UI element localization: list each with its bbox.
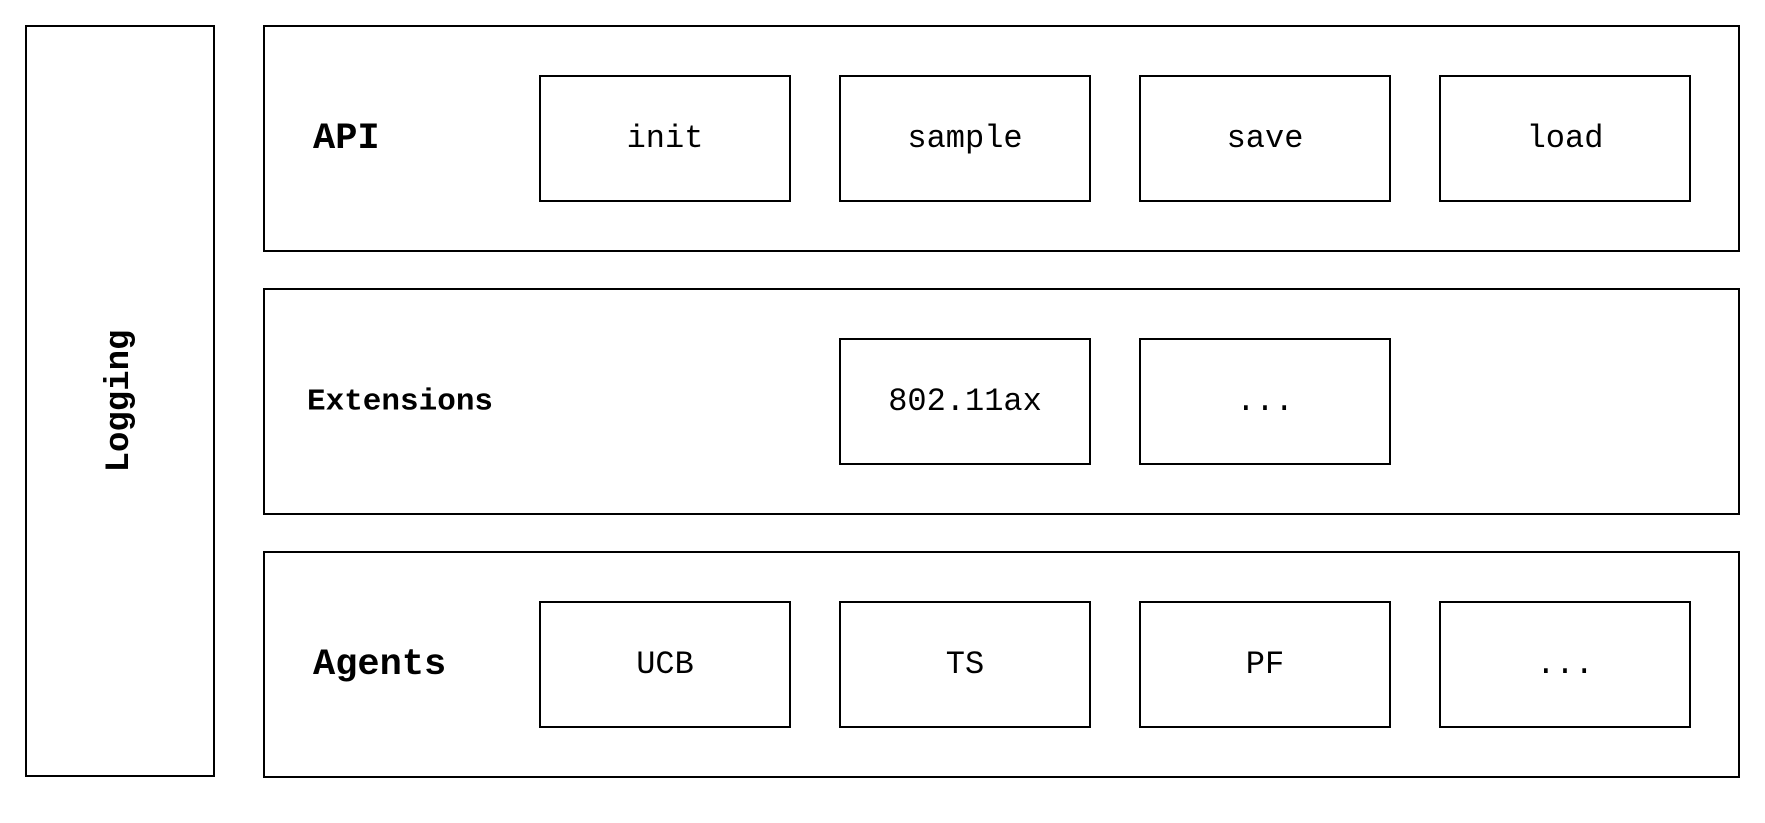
extension-module-80211ax: 802.11ax (839, 338, 1091, 465)
agent-module-more: ... (1439, 601, 1691, 728)
extensions-layer: Extensions 802.11ax ... (263, 288, 1740, 515)
api-module-load: load (1439, 75, 1691, 202)
api-module-save: save (1139, 75, 1391, 202)
api-layer-title: API (313, 117, 380, 160)
agent-module-ucb: UCB (539, 601, 791, 728)
api-layer: API init sample save load (263, 25, 1740, 252)
extensions-layer-title: Extensions (307, 384, 494, 419)
agents-layer-title: Agents (313, 643, 447, 686)
agent-module-ts: TS (839, 601, 1091, 728)
agents-layer: Agents UCB TS PF ... (263, 551, 1740, 778)
agent-module-pf: PF (1139, 601, 1391, 728)
logging-label: Logging (101, 329, 139, 473)
extension-module-more: ... (1139, 338, 1391, 465)
logging-panel: Logging (25, 25, 215, 777)
api-module-sample: sample (839, 75, 1091, 202)
api-module-init: init (539, 75, 791, 202)
